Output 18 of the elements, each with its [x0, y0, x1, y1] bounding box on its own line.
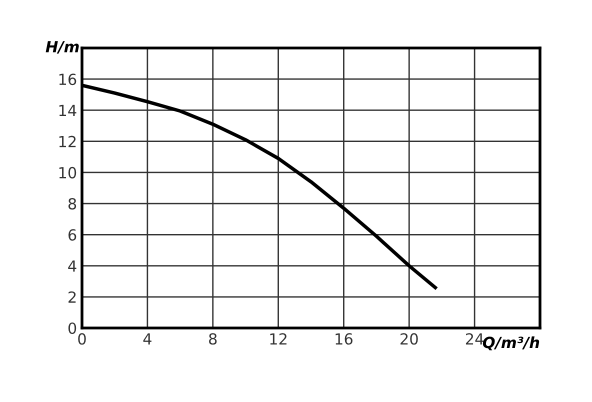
y-axis-title: H/m: [46, 41, 79, 54]
y-tick-label: 8: [68, 198, 76, 210]
x-axis-title: Q/m³/h: [482, 336, 540, 350]
y-tick-label: 4: [68, 260, 76, 272]
x-tick-label: 12: [270, 333, 286, 344]
y-tick-label: 6: [68, 229, 76, 241]
x-tick-label: 4: [143, 333, 152, 344]
x-tick-label: 24: [466, 333, 484, 344]
y-tick-label: 16: [59, 74, 76, 86]
x-tick-label: 0: [78, 333, 86, 345]
x-tick-label: 8: [209, 333, 217, 345]
x-tick-label: 16: [336, 333, 352, 345]
y-tick-label: 14: [59, 104, 76, 116]
y-tick-label: 0: [68, 322, 76, 334]
x-tick-label: 20: [400, 333, 418, 345]
y-tick-label: 2: [68, 291, 76, 303]
y-tick-label: 12: [59, 136, 76, 148]
y-tick-label: 10: [59, 166, 76, 178]
